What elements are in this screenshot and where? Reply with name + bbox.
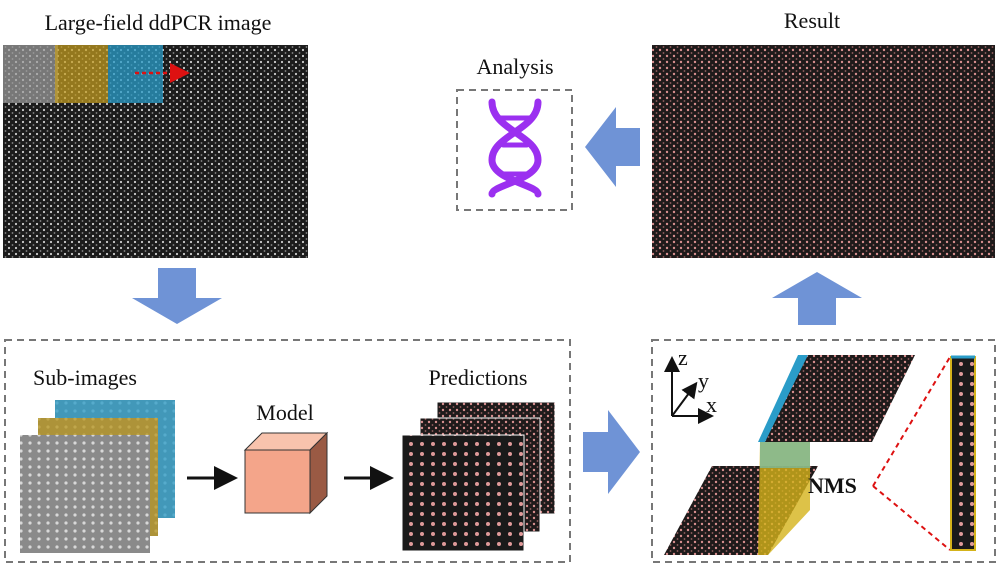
analysis-title: Analysis bbox=[477, 54, 554, 79]
tile-yellow bbox=[55, 45, 108, 103]
cube-front bbox=[244, 449, 311, 514]
down-arrow bbox=[132, 268, 222, 324]
sub-image-gray bbox=[20, 435, 150, 553]
axis-y-label: y bbox=[698, 368, 709, 393]
prediction-1 bbox=[401, 434, 525, 552]
model-title: Model bbox=[256, 400, 313, 425]
result-image bbox=[652, 45, 995, 258]
axis-z-label: z bbox=[678, 345, 688, 370]
axis-x-label: x bbox=[706, 392, 717, 417]
merged-strip bbox=[950, 356, 976, 551]
up-arrow bbox=[772, 272, 862, 325]
sub-images-title: Sub-images bbox=[33, 365, 137, 390]
upper-edge bbox=[758, 355, 808, 442]
right-arrow bbox=[583, 410, 640, 494]
predictions-title: Predictions bbox=[429, 365, 528, 390]
left-arrow bbox=[585, 107, 640, 187]
pipeline-box bbox=[4, 339, 571, 563]
zoom-line-bottom bbox=[872, 485, 951, 551]
axis-y bbox=[671, 381, 698, 417]
zoom-line-top bbox=[872, 356, 951, 487]
overlap-top bbox=[760, 442, 810, 468]
large-field-title: Large-field ddPCR image bbox=[45, 10, 272, 35]
tile-gray bbox=[3, 45, 58, 103]
analysis-box bbox=[456, 89, 573, 211]
nms-box bbox=[651, 339, 996, 563]
overlap-column bbox=[758, 442, 810, 555]
nms-label: NMS bbox=[808, 473, 857, 498]
dna-icon bbox=[488, 98, 542, 198]
upper-layer bbox=[760, 355, 915, 442]
result-title: Result bbox=[784, 8, 840, 33]
